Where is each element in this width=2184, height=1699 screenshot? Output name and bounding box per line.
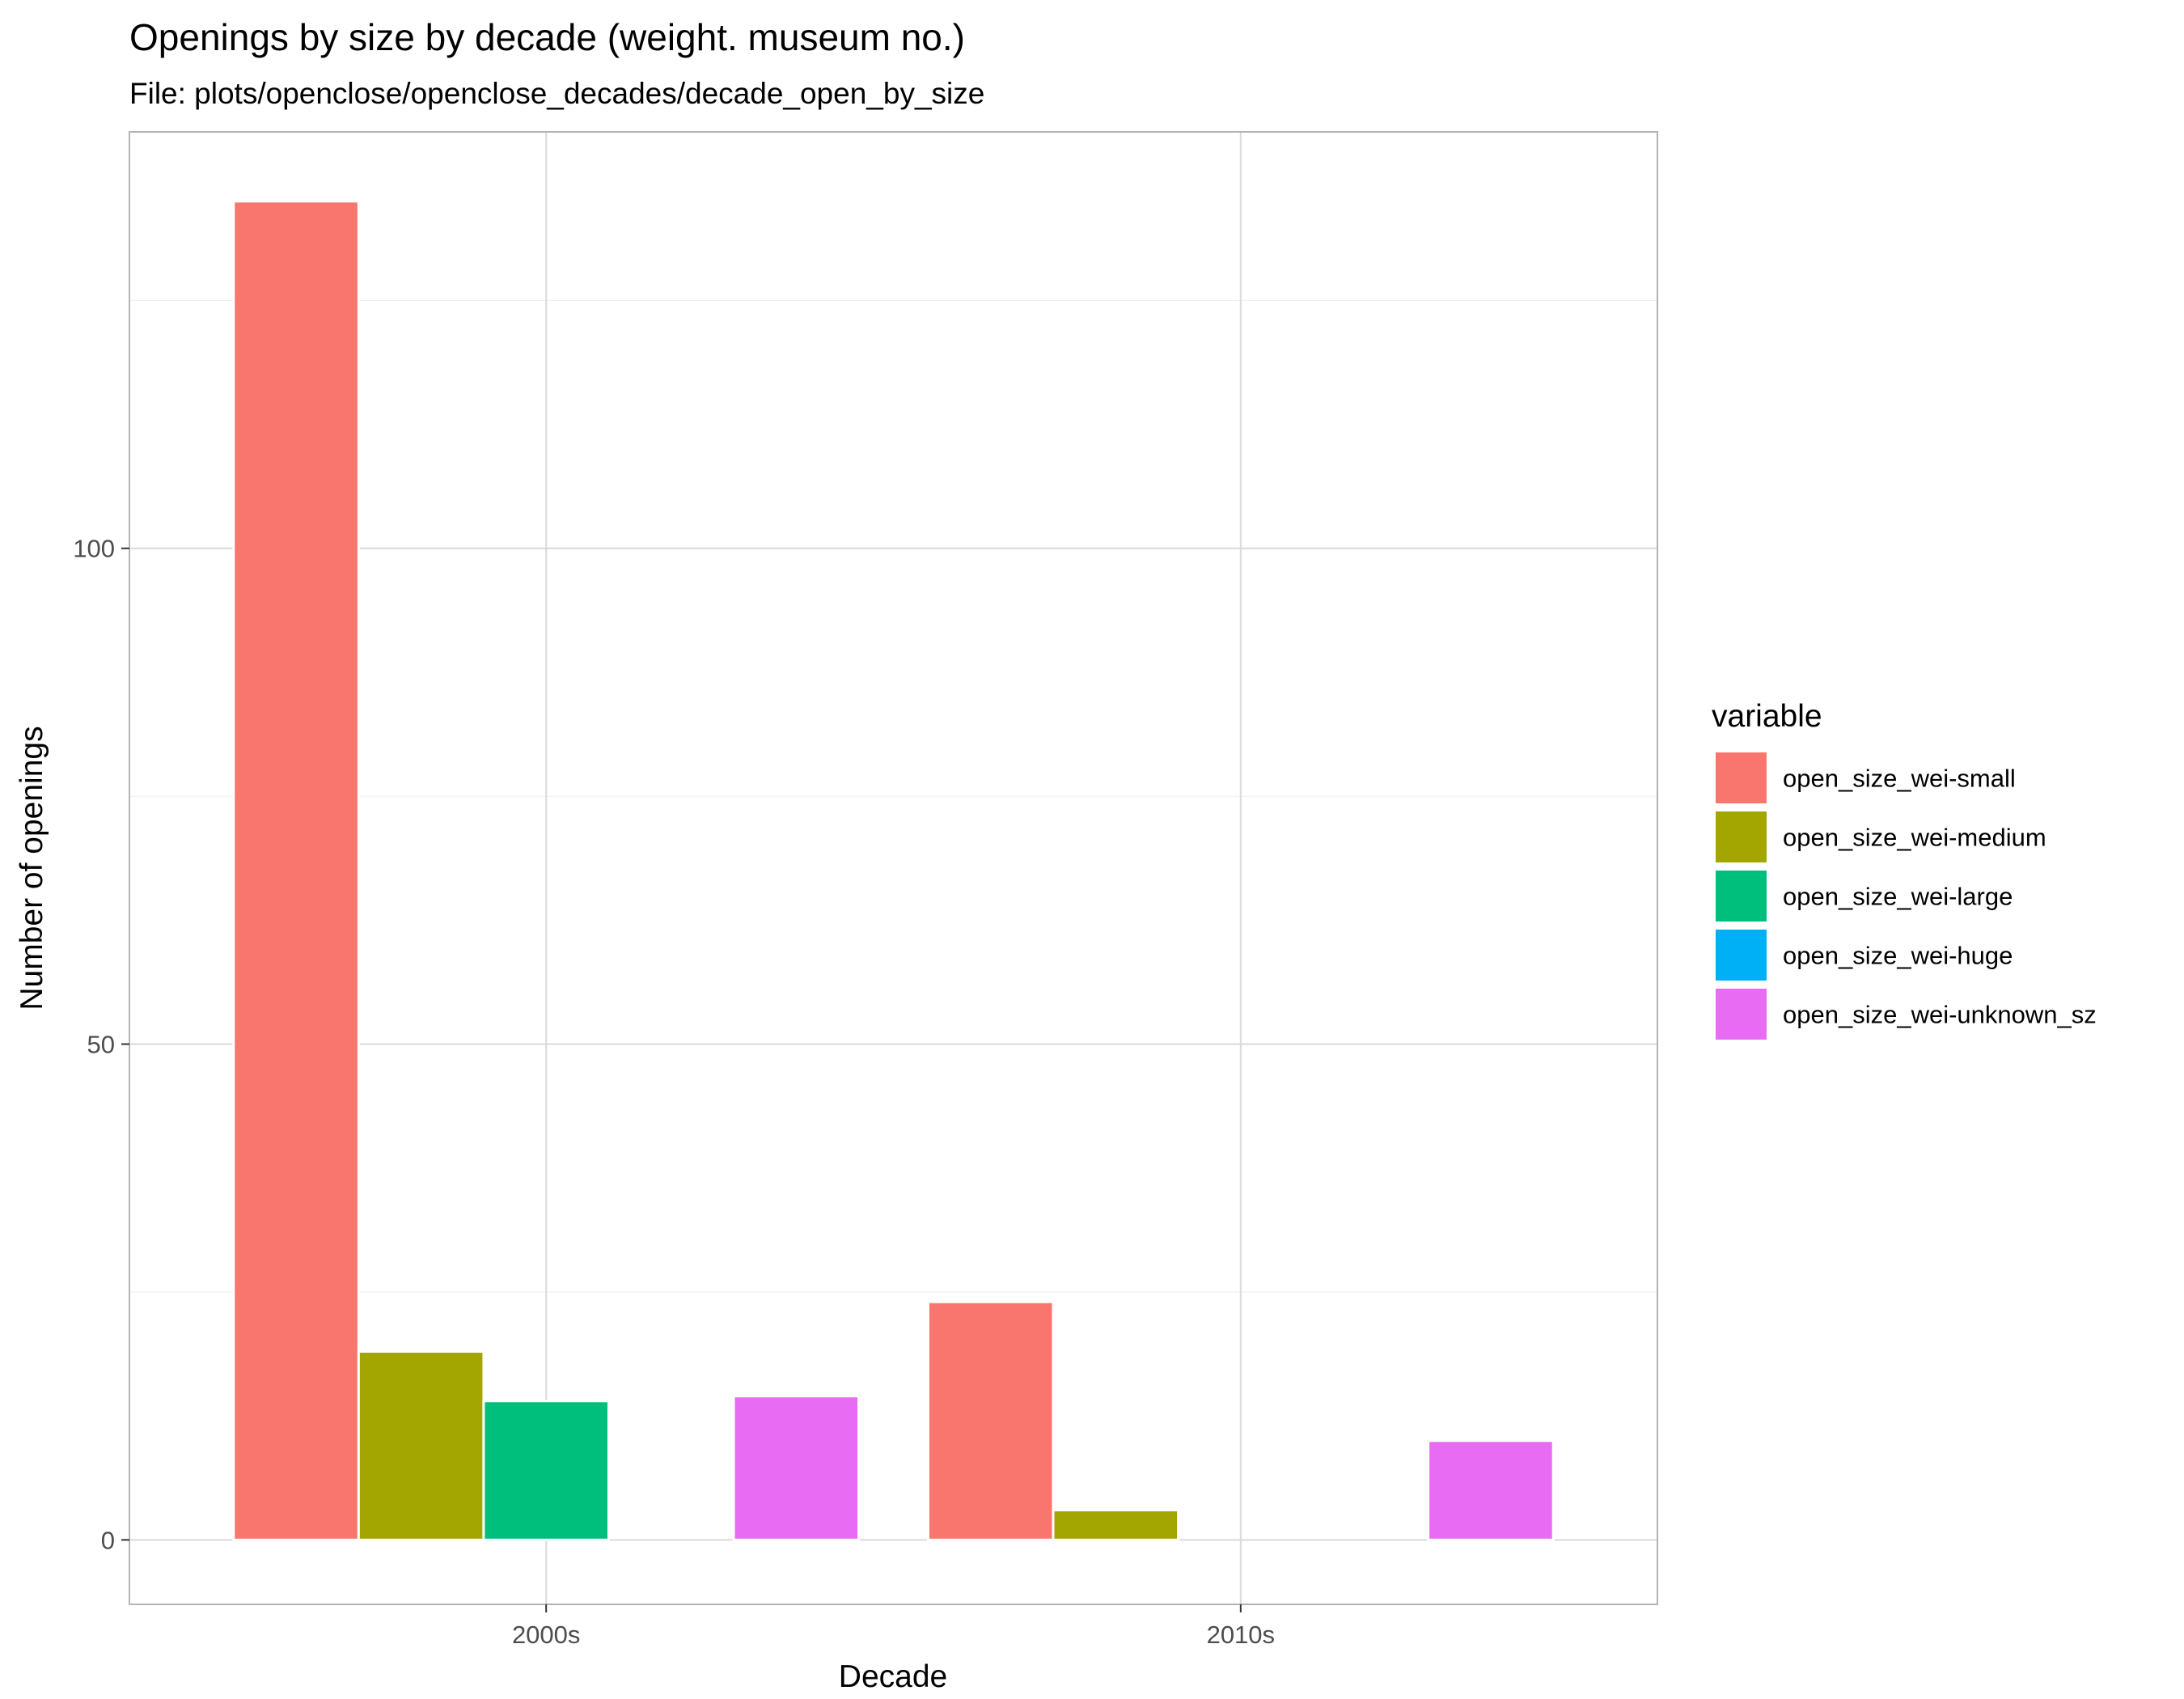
bar-open_size_wei-medium-2000s	[357, 1349, 485, 1541]
y-axis: 0 50 100	[73, 535, 129, 1554]
legend-title: variable	[1712, 699, 1822, 734]
chart-subtitle: File: plots/openclose/openclose_decades/…	[129, 77, 984, 110]
y-tick-label: 0	[101, 1526, 115, 1554]
y-axis-title: Number of openings	[15, 726, 49, 1010]
legend-label-open_size_wei-small: open_size_wei-small	[1783, 765, 2016, 793]
plot-border	[129, 131, 1658, 1605]
bar-open_size_wei-large-2000s	[482, 1400, 610, 1541]
x-axis-title: Decade	[839, 1659, 947, 1694]
bar-open_size_wei-medium-2010s	[1052, 1509, 1180, 1541]
legend-label-open_size_wei-unknown_sz: open_size_wei-unknown_sz	[1783, 1001, 2097, 1029]
bar-open_size_wei-small-2010s	[926, 1300, 1055, 1541]
bar-open_size_wei-unknown_sz-2010s	[1427, 1439, 1555, 1541]
legend-key-open_size_wei-medium	[1716, 811, 1767, 862]
bars	[232, 200, 1555, 1541]
y-tick-label: 100	[73, 535, 115, 563]
legend-label-open_size_wei-huge: open_size_wei-huge	[1783, 942, 2013, 970]
legend-key-open_size_wei-large	[1716, 871, 1767, 922]
legend-key-open_size_wei-unknown_sz	[1716, 989, 1767, 1040]
x-tick-label: 2000s	[512, 1621, 580, 1649]
bar-open_size_wei-small-2000s	[232, 200, 360, 1541]
legend-label-open_size_wei-large: open_size_wei-large	[1783, 883, 2013, 911]
x-axis: 2000s 2010s	[512, 1604, 1275, 1649]
y-tick-label: 50	[87, 1031, 115, 1059]
x-tick-label: 2010s	[1207, 1621, 1275, 1649]
legend-key-open_size_wei-small	[1716, 752, 1767, 803]
bar-open_size_wei-unknown_sz-2000s	[732, 1395, 861, 1541]
legend: variable open_size_wei-small open_size_we…	[1712, 699, 2097, 1040]
legend-label-open_size_wei-medium: open_size_wei-medium	[1783, 824, 2046, 852]
legend-key-open_size_wei-huge	[1716, 930, 1767, 981]
chart-title: Openings by size by decade (weight. muse…	[129, 16, 965, 58]
